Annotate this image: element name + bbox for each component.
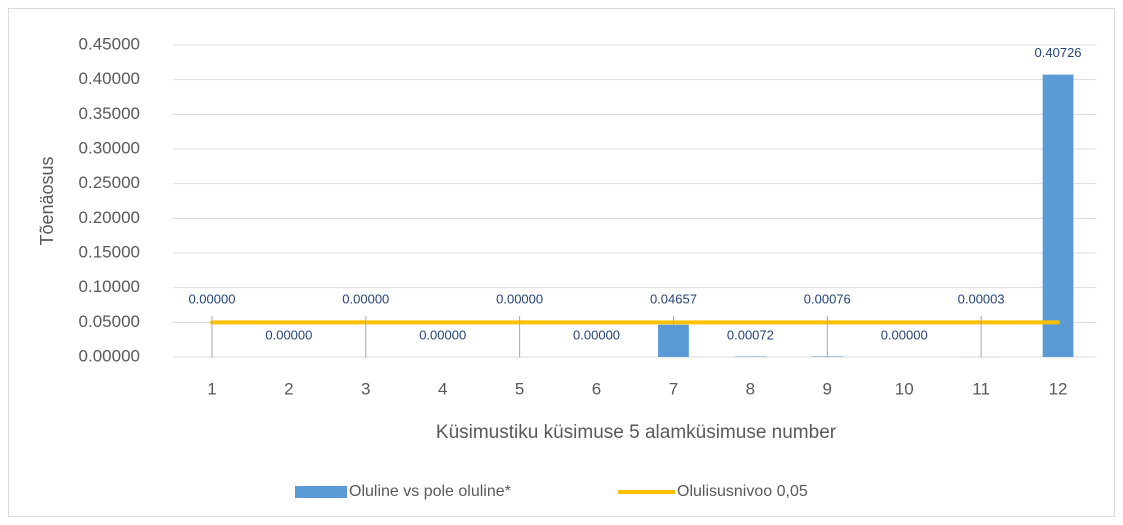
data-label: 0.00076 — [804, 291, 851, 306]
data-label: 0.00000 — [265, 327, 312, 342]
y-tick-label: 0.15000 — [79, 242, 140, 261]
data-label: 0.00000 — [419, 327, 466, 342]
data-label: 0.00000 — [881, 327, 928, 342]
y-tick-label: 0.10000 — [79, 277, 140, 296]
x-tick-label: 1 — [207, 379, 216, 398]
y-tick-label: 0.20000 — [79, 208, 140, 227]
data-label: 0.40726 — [1035, 45, 1082, 60]
bar — [1042, 74, 1074, 358]
bar — [811, 356, 843, 357]
data-label: 0.00000 — [342, 291, 389, 306]
y-tick-label: 0.45000 — [79, 34, 140, 53]
x-tick-label: 12 — [1049, 379, 1068, 398]
data-label: 0.00003 — [958, 291, 1005, 306]
y-tick-label: 0.30000 — [79, 138, 140, 157]
legend-label: Olulisusnivoo 0,05 — [677, 483, 808, 500]
x-tick-label: 3 — [361, 379, 370, 398]
x-axis-title: Küsimustiku küsimuse 5 alamküsimuse numb… — [436, 422, 837, 443]
y-tick-label: 0.00000 — [79, 346, 140, 365]
y-tick-label: 0.35000 — [79, 104, 140, 123]
chart-frame — [8, 8, 1115, 517]
data-label: 0.00072 — [727, 327, 774, 342]
x-tick-label: 5 — [515, 379, 524, 398]
y-tick-label: 0.05000 — [79, 312, 140, 331]
data-label: 0.00000 — [188, 291, 235, 306]
legend-label: Oluline vs pole oluline* — [349, 483, 511, 500]
legend-swatch — [295, 486, 347, 498]
y-tick-label: 0.40000 — [79, 69, 140, 88]
y-axis-title: Tõenäosus — [37, 156, 57, 245]
data-label: 0.00000 — [573, 327, 620, 342]
x-tick-label: 10 — [895, 379, 914, 398]
y-tick-label: 0.25000 — [79, 173, 140, 192]
x-tick-label: 6 — [592, 379, 601, 398]
x-tick-label: 11 — [972, 379, 990, 398]
bar — [658, 324, 689, 357]
x-tick-label: 8 — [746, 379, 755, 398]
x-tick-label: 4 — [438, 379, 447, 398]
data-label: 0.04657 — [650, 291, 697, 306]
x-tick-label: 2 — [284, 379, 293, 398]
x-tick-label: 9 — [823, 379, 832, 398]
data-label: 0.00000 — [496, 291, 543, 306]
x-tick-label: 7 — [669, 379, 678, 398]
